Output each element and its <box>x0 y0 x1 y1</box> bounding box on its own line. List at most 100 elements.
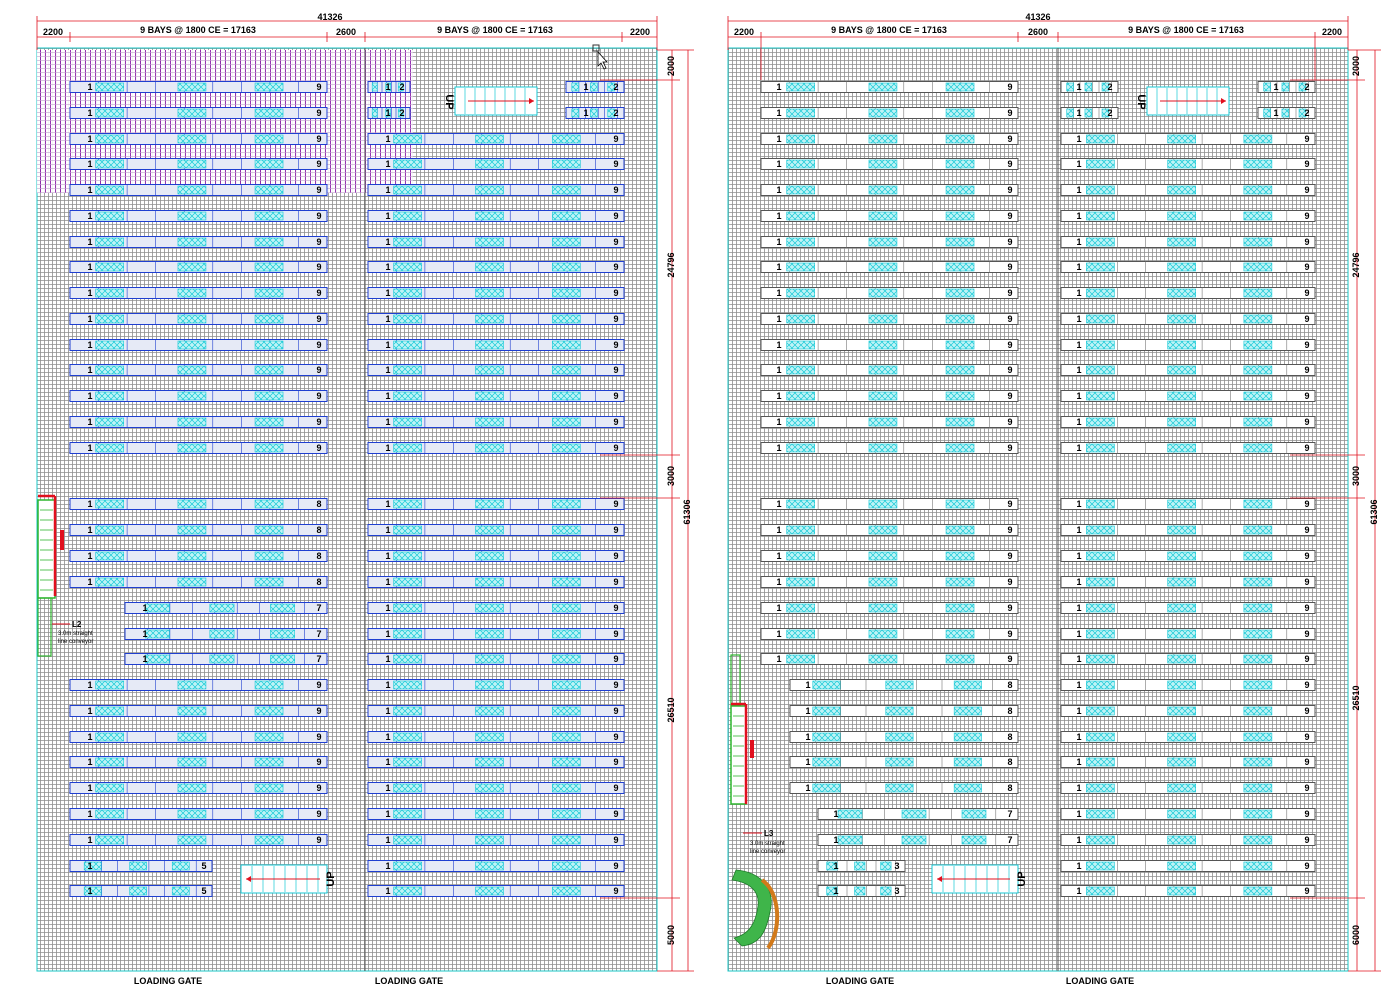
pallet-position <box>393 262 422 272</box>
rack-start-label: 1 <box>776 443 781 453</box>
pallet-position <box>254 835 284 845</box>
pallet-position <box>177 680 207 690</box>
pallet-position <box>945 262 975 272</box>
rack-start-label: 1 <box>385 809 390 819</box>
pallet-position <box>1167 577 1196 587</box>
pallet-position <box>177 757 207 767</box>
rack-end-label: 8 <box>316 525 321 535</box>
pallet-position <box>475 314 504 324</box>
pallet-position <box>552 680 581 690</box>
pallet-position <box>1086 654 1115 664</box>
pallet-position <box>945 340 975 350</box>
pallet-position <box>177 314 207 324</box>
pallet-position <box>475 340 504 350</box>
pallet-position <box>254 185 284 195</box>
pallet-position <box>177 706 207 716</box>
pallet-position <box>854 861 866 871</box>
pallet-position <box>1167 629 1196 639</box>
pallet-position <box>475 262 504 272</box>
rack-start-label: 1 <box>385 365 390 375</box>
pallet-position <box>254 680 284 690</box>
rack-start-label: 1 <box>1076 314 1081 324</box>
rack-start-label: 1 <box>87 262 92 272</box>
rack-start-label: 1 <box>1076 757 1081 767</box>
rack-end-label: 8 <box>1007 732 1012 742</box>
pallet-position <box>1066 82 1074 92</box>
rack-start-label: 1 <box>833 886 838 896</box>
left-conveyor <box>37 494 70 657</box>
pallet-position <box>1086 525 1115 535</box>
rack-start-label: 1 <box>776 417 781 427</box>
right-rack-rows: 1 9 1 2 1 21 9 1 2 1 21 9 1 91 9 1 91 9 1 91 9 1 91 9 1 91 9 1 91 9 1 9… <box>760 81 1316 897</box>
pallet-position <box>177 262 207 272</box>
rack-start-label: 1 <box>87 835 92 845</box>
pallet-position <box>171 886 190 896</box>
rack-start-label: 1 <box>385 680 390 690</box>
right-seg-right: 2200 <box>1322 27 1342 37</box>
rack-start-label: 1 <box>1076 577 1081 587</box>
rack-end-label: 9 <box>613 629 618 639</box>
rack-start-label: 1 <box>1076 706 1081 716</box>
rack-start-label: 1 <box>385 185 390 195</box>
left-conveyor-note-2: line conveyor <box>58 639 93 645</box>
rack-end-label: 9 <box>1304 629 1309 639</box>
rack-start-label: 1 <box>776 134 781 144</box>
rack-start-label: 1 <box>776 365 781 375</box>
rack-end-label: 8 <box>316 551 321 561</box>
pallet-position <box>1243 886 1273 896</box>
pallet-position <box>868 185 898 195</box>
rack-start-label: 1 <box>87 732 92 742</box>
rack-end-label: 9 <box>1304 134 1309 144</box>
pallet-position <box>1086 732 1115 742</box>
pallet-position <box>475 211 504 221</box>
pallet-position <box>868 525 898 535</box>
pallet-position <box>1243 706 1273 716</box>
pallet-position <box>1243 629 1273 639</box>
pallet-position <box>880 886 892 896</box>
pallet-position <box>837 809 863 819</box>
pallet-position <box>95 499 124 509</box>
pallet-position <box>397 108 404 118</box>
pallet-position <box>177 835 207 845</box>
rack-start-label: 1 <box>776 654 781 664</box>
pallet-position <box>945 629 975 639</box>
right-conveyor-note-1: 3.0m straight <box>750 841 785 847</box>
rack-start-label: 1 <box>776 340 781 350</box>
rack-start-label: 1 <box>805 706 810 716</box>
pallet-position <box>1243 134 1273 144</box>
pallet-position <box>475 835 504 845</box>
rack-end-label: 9 <box>1304 680 1309 690</box>
pallet-position <box>945 134 975 144</box>
pallet-position <box>1086 809 1115 819</box>
pallet-position <box>393 577 422 587</box>
pallet-position <box>786 654 816 664</box>
rack-end-label: 9 <box>613 314 618 324</box>
pallet-position <box>393 211 422 221</box>
pallet-position <box>1066 108 1074 118</box>
pallet-position <box>812 757 841 767</box>
pallet-position <box>475 783 504 793</box>
rack-end-label: 9 <box>1304 835 1309 845</box>
rack-start-label: 1 <box>87 886 92 896</box>
pallet-position <box>475 417 504 427</box>
rack-start-label: 1 <box>1076 391 1081 401</box>
pallet-position <box>1167 499 1196 509</box>
rack-end-label: 2 <box>613 82 618 92</box>
pallet-position <box>254 314 284 324</box>
rack-start-label: 1 <box>385 391 390 401</box>
